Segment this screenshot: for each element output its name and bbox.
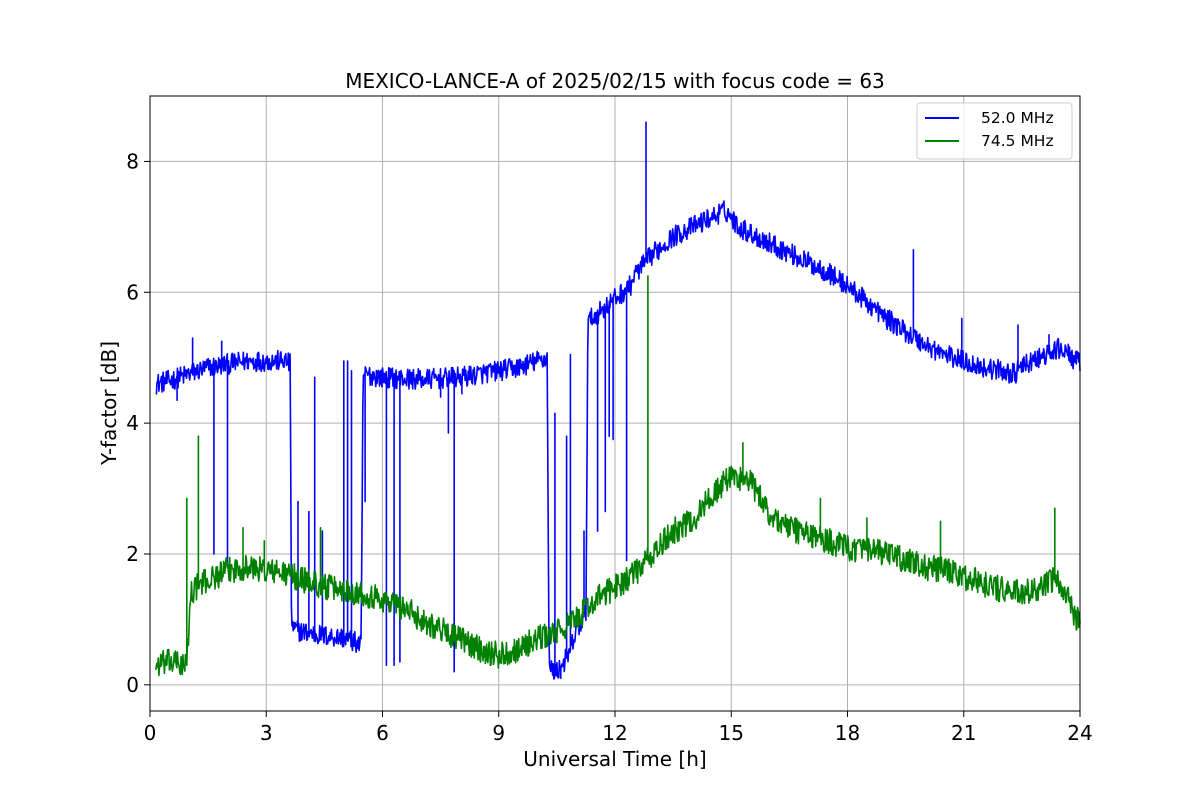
x-tick-label: 6 — [376, 721, 389, 745]
x-tick-label: 9 — [492, 721, 505, 745]
x-tick-label: 18 — [835, 721, 860, 745]
x-tick-label: 3 — [260, 721, 273, 745]
x-axis-label: Universal Time [h] — [523, 747, 706, 771]
x-tick-label: 12 — [602, 721, 627, 745]
legend-label-52mhz: 52.0 MHz — [981, 109, 1054, 127]
chart-title: MEXICO-LANCE-A of 2025/02/15 with focus … — [345, 69, 885, 93]
y-tick-label: 8 — [126, 149, 139, 173]
legend-label-74mhz: 74.5 MHz — [981, 132, 1054, 150]
legend: 52.0 MHz 74.5 MHz — [916, 102, 1073, 160]
y-tick-label: 6 — [126, 280, 139, 304]
y-tick-label: 0 — [126, 673, 139, 697]
x-tick-label: 15 — [719, 721, 744, 745]
series-line-1 — [155, 275, 1081, 677]
y-axis-label: Y-factor [dB] — [97, 341, 121, 466]
y-tick-label: 4 — [126, 411, 139, 435]
x-tick-label: 0 — [144, 721, 157, 745]
x-tick-label: 24 — [1067, 721, 1092, 745]
plot-area — [155, 121, 1081, 680]
y-tick-label: 2 — [126, 542, 139, 566]
x-tick-label: 21 — [951, 721, 976, 745]
